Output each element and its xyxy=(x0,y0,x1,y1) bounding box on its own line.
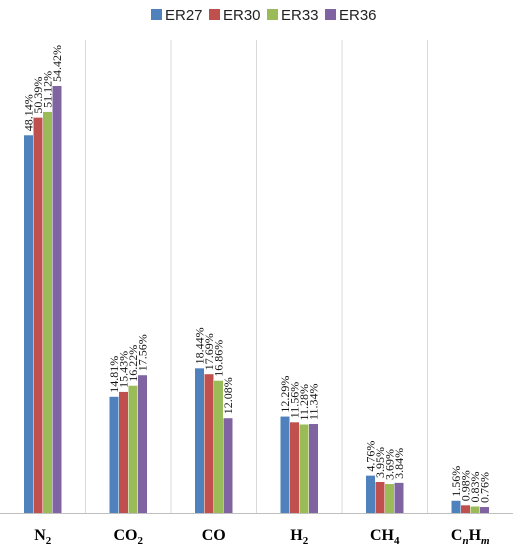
value-label-er33-co2: 16.22% xyxy=(126,345,140,382)
bar-er36-cnhm xyxy=(480,507,489,513)
value-label-er36-co2: 17.56% xyxy=(136,334,150,371)
bar-er27-co2 xyxy=(109,396,119,513)
bar-er30-h2 xyxy=(290,422,299,513)
value-label-er36-h2: 11.34% xyxy=(307,383,321,420)
legend-swatch-er27 xyxy=(151,9,162,20)
bar-er36-co xyxy=(223,418,233,513)
value-label-er27-co: 18.44% xyxy=(193,327,207,364)
legend-swatch-er36 xyxy=(325,9,336,20)
bar-er27-cnhm xyxy=(451,500,461,513)
legend: ER27 ER30 ER33 ER36 xyxy=(151,7,377,24)
category-label-co2: CO2 xyxy=(114,527,144,547)
legend-label-er30: ER30 xyxy=(223,7,261,24)
bar-er30-cnhm xyxy=(461,505,470,513)
x-axis: N2 CO2 CO H2 CH4 CnHm xyxy=(34,527,490,547)
category-label-n2: N2 xyxy=(34,527,52,547)
value-label-er36-ch4: 3.84% xyxy=(392,448,406,479)
bar-er30-co xyxy=(204,374,214,513)
category-label-h2: H2 xyxy=(290,527,308,547)
value-label-er27-ch4: 4.76% xyxy=(364,441,378,472)
bars xyxy=(24,86,489,513)
bar-er27-co xyxy=(195,368,204,513)
value-label-er33-co: 16.86% xyxy=(212,340,226,377)
bar-er33-h2 xyxy=(299,424,309,513)
legend-label-er33: ER33 xyxy=(281,7,319,24)
value-label-er27-cnhm: 1.56% xyxy=(449,466,463,497)
value-label-er30-co: 17.69% xyxy=(202,333,216,370)
bar-er30-co2 xyxy=(119,391,128,513)
category-separators xyxy=(0,40,513,514)
bar-er27-h2 xyxy=(280,416,290,513)
legend-label-er27: ER27 xyxy=(165,7,203,24)
value-label-er30-ch4: 3.95% xyxy=(373,447,387,478)
bar-er33-co2 xyxy=(128,385,138,513)
legend-swatch-er30 xyxy=(209,9,220,20)
value-label-er30-co2: 15.43% xyxy=(117,351,131,388)
bar-er36-ch4 xyxy=(394,482,404,513)
bar-er30-n2 xyxy=(33,117,43,513)
value-label-er36-n2: 54.42% xyxy=(50,45,64,82)
value-label-er36-cnhm: 0.76% xyxy=(478,472,492,503)
bar-er33-cnhm xyxy=(470,506,480,513)
bar-er36-h2 xyxy=(309,424,318,513)
category-label-cnhm: CnHm xyxy=(451,527,490,547)
category-label-co: CO xyxy=(202,527,226,544)
value-labels: 48.14%50.39%51.12%54.42% 14.81%15.43%16.2… xyxy=(22,45,492,503)
bar-er36-n2 xyxy=(52,86,62,513)
value-label-er27-h2: 12.29% xyxy=(278,376,292,413)
value-label-er30-cnhm: 0.98% xyxy=(459,470,473,501)
bar-er33-n2 xyxy=(43,111,52,513)
legend-swatch-er33 xyxy=(267,9,278,20)
value-label-er30-h2: 11.56% xyxy=(288,382,302,419)
value-label-er33-cnhm: 0.83% xyxy=(468,471,482,502)
legend-label-er36: ER36 xyxy=(339,7,377,24)
bar-er27-ch4 xyxy=(366,475,375,513)
bar-er30-ch4 xyxy=(375,482,385,513)
value-label-er33-ch4: 3.69% xyxy=(383,449,397,480)
bar-er33-co xyxy=(214,380,223,513)
value-label-er27-co2: 14.81% xyxy=(107,356,121,393)
value-label-er36-co: 12.08% xyxy=(221,377,235,414)
category-label-ch4: CH4 xyxy=(370,527,400,547)
bar-er27-n2 xyxy=(24,135,33,513)
bar-er33-ch4 xyxy=(385,484,394,513)
value-label-er30-n2: 50.39% xyxy=(31,77,45,114)
value-label-er33-n2: 51.12% xyxy=(41,71,55,108)
value-label-er33-h2: 11.28% xyxy=(297,384,311,421)
bar-er36-co2 xyxy=(138,375,147,513)
value-label-er27-n2: 48.14% xyxy=(22,94,36,131)
